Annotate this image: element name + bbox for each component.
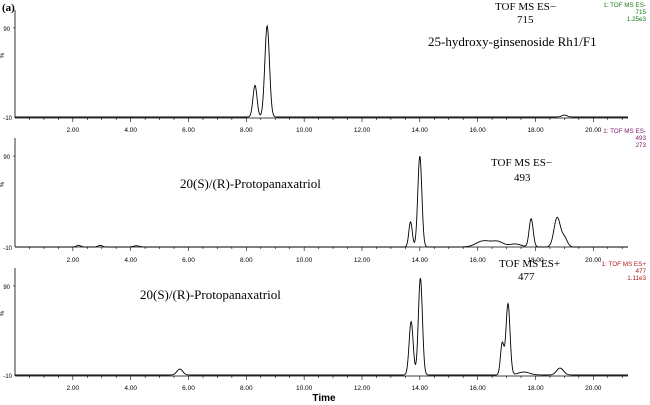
x-tick-label: 12.00 <box>354 385 371 392</box>
trace-header-line: 1: TOF MS ES+ <box>602 261 647 268</box>
trace-header-line: 273 <box>635 142 646 149</box>
y-axis-label: % <box>0 52 6 58</box>
x-tick-label: 14.00 <box>412 257 429 264</box>
x-tick-label: 14.00 <box>412 127 429 134</box>
chromatogram-trace <box>15 24 628 118</box>
x-axis-title: Time <box>312 393 336 404</box>
y-tick-label: 90 <box>3 155 10 161</box>
x-tick-label: 20.00 <box>585 385 602 392</box>
panel-title: TOF MS ES− <box>495 1 556 13</box>
x-tick-label: 20.00 <box>585 127 602 134</box>
y-axis-label: % <box>0 310 6 316</box>
y-tick-label: -10 <box>3 246 12 252</box>
trace-header-line: 1: TOF MS ES- <box>603 128 646 135</box>
x-tick-label: 10.00 <box>296 385 313 392</box>
chromatogram-panel-3: 90 -10% 2.00 4.00 6.00 8.00 10.00 12.00 14.00 16.… <box>0 258 646 392</box>
trace-header-line: 715 <box>635 9 646 16</box>
trace-header-line: 477 <box>635 268 646 275</box>
y-tick-label: 90 <box>3 27 10 33</box>
compound-annotation: 20(S)/(R)-Protopanaxatriol <box>180 176 321 191</box>
x-tick-label: 2.00 <box>67 385 80 392</box>
x-tick-label: 6.00 <box>182 385 195 392</box>
panel-subtitle: 477 <box>518 271 535 283</box>
x-tick-label: 2.00 <box>67 257 80 264</box>
x-tick-label: 10.00 <box>296 127 313 134</box>
y-tick-label: -10 <box>3 116 12 122</box>
y-axis-label: % <box>0 181 6 187</box>
compound-annotation: 20(S)/(R)-Protopanaxatriol <box>140 287 281 302</box>
panel-subtitle: 493 <box>514 172 531 184</box>
x-tick-label: 18.00 <box>527 385 544 392</box>
x-tick-label: 10.00 <box>296 257 313 264</box>
chromatogram-trace <box>15 155 628 248</box>
x-tick-label: 2.00 <box>67 127 80 134</box>
x-tick-label: 4.00 <box>124 127 137 134</box>
y-tick-label: -10 <box>3 374 12 380</box>
x-tick-label: 4.00 <box>124 385 137 392</box>
trace-header-line: 493 <box>635 135 646 142</box>
chromatogram-trace <box>15 277 628 376</box>
x-tick-label: 18.00 <box>527 127 544 134</box>
x-tick-label: 6.00 <box>182 127 195 134</box>
x-tick-label: 16.00 <box>470 257 487 264</box>
panel-title: TOF MS ES− <box>491 157 552 169</box>
trace-header-line: 1.25e3 <box>627 16 647 23</box>
x-tick-label: 18.00 <box>527 257 544 264</box>
trace-header-line: 1.11e3 <box>627 275 646 282</box>
chromatogram-panel-1: 90 -10% 2.00 4.00 6.00 8.00 10.00 12.00 14.00 16.… <box>0 1 646 134</box>
x-tick-label: 12.00 <box>354 127 371 134</box>
x-tick-label: 12.00 <box>354 257 371 264</box>
panel-title: TOF MS ES+ <box>499 258 560 270</box>
x-tick-label: 16.00 <box>470 385 487 392</box>
x-tick-label: 6.00 <box>182 257 195 264</box>
x-tick-label: 20.00 <box>585 257 602 264</box>
compound-annotation: 25-hydroxy-ginsenoside Rh1/F1 <box>428 34 597 49</box>
x-tick-label: 4.00 <box>124 257 137 264</box>
x-tick-label: 8.00 <box>240 385 253 392</box>
y-tick-label: 90 <box>3 285 10 291</box>
x-tick-label: 14.00 <box>412 385 429 392</box>
chromatogram-panel-2: 90 -10% 2.00 4.00 6.00 8.00 10.00 12.00 14.00 16.… <box>0 128 646 264</box>
figure-label: (a) <box>2 2 15 14</box>
trace-header-line: 1: TOF MS ES- <box>603 2 646 9</box>
x-tick-label: 8.00 <box>240 257 253 264</box>
x-tick-label: 16.00 <box>470 127 487 134</box>
panel-subtitle: 715 <box>517 14 534 26</box>
x-tick-label: 8.00 <box>240 127 253 134</box>
